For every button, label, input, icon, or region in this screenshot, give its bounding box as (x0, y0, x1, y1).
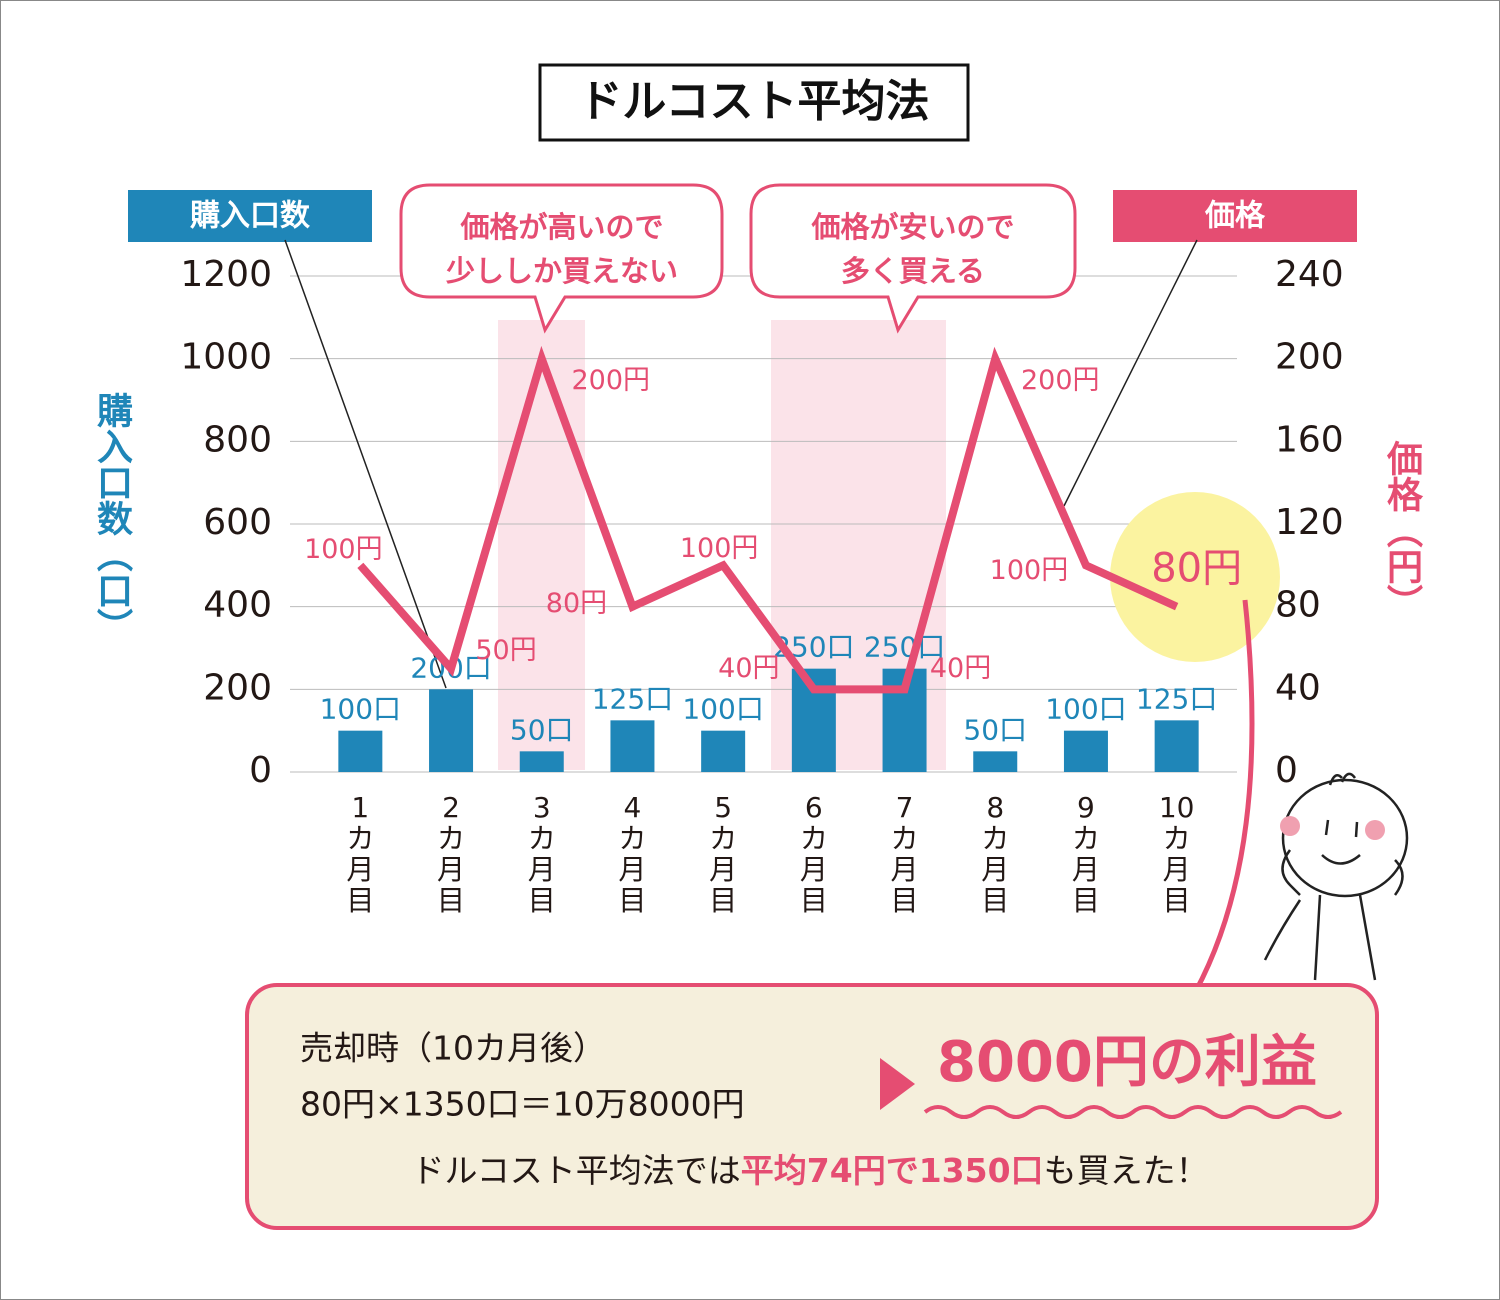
y-tick-label: 1000 (180, 337, 272, 378)
x-tick-label: 6カ月目 (799, 791, 828, 917)
line-value-label: 100円 (680, 533, 759, 564)
price-line (357, 345, 1179, 694)
bar (1063, 730, 1108, 772)
x-tick-label: 8カ月目 (981, 791, 1010, 917)
bar-value-label: 250口 (864, 631, 945, 664)
callout-text: 価格が安いので (810, 210, 1014, 244)
y-tick-label: 200 (203, 667, 272, 708)
x-tick-label: 9カ月目 (1071, 791, 1100, 917)
title-box (538, 63, 970, 142)
line-value-label: 40円 (930, 653, 991, 684)
y2-axis-label: 価格（円） (1381, 440, 1424, 620)
line-value-label: 80円 (1151, 546, 1242, 592)
line-value-label: 200円 (571, 365, 650, 396)
leader-line (284, 239, 447, 689)
line-value-label: 80円 (546, 588, 607, 619)
y2-tick-label: 200 (1275, 337, 1344, 378)
summary-text: ドルコスト平均法では平均74円で1350口も買えた！ (411, 1151, 1208, 1190)
x-tick-label: 2カ月目 (437, 791, 466, 917)
y-tick-label: 600 (203, 502, 272, 543)
legend-label: 価格 (1204, 199, 1266, 234)
legend-box (1113, 190, 1357, 242)
line-value-label: 100円 (990, 555, 1069, 586)
summary-emphasis: 平均74円で1350口 (741, 1151, 1044, 1190)
x-tick-label: 7カ月目 (890, 791, 919, 917)
bar (701, 730, 746, 772)
y-axis-label: 購入口数（口） (91, 392, 133, 644)
y2-tick-label: 0 (1275, 750, 1298, 791)
y2-tick-label: 120 (1275, 502, 1344, 543)
callout-text: 多く買える (841, 254, 985, 288)
bar-value-label: 50口 (510, 713, 574, 746)
y-tick-label: 400 (203, 585, 272, 626)
legend-label: 購入口数 (190, 199, 311, 234)
summary-result: 8000円の利益 (937, 1030, 1317, 1095)
chart-title: ドルコスト平均法 (578, 76, 929, 127)
bar (1154, 720, 1199, 772)
y2-tick-label: 40 (1275, 667, 1321, 708)
line-value-label: 50円 (475, 635, 536, 666)
cheek (1365, 820, 1385, 840)
y-tick-label: 0 (249, 750, 272, 791)
x-tick-label: 4カ月目 (618, 791, 647, 917)
callout-bubble (399, 183, 724, 334)
bar (973, 751, 1018, 772)
bar-value-label: 100口 (1045, 693, 1126, 726)
bar-value-label: 125口 (592, 682, 673, 715)
y2-tick-label: 240 (1275, 254, 1344, 295)
bar (338, 730, 383, 772)
x-tick-label: 10カ月目 (1158, 791, 1195, 917)
highlight-circle (1110, 492, 1280, 662)
x-tick-label: 3カ月目 (527, 791, 556, 917)
x-tick-label: 1カ月目 (346, 791, 375, 917)
bar-value-label: 100口 (682, 693, 763, 726)
legend-box (128, 190, 372, 242)
y2-tick-label: 160 (1275, 419, 1344, 460)
callout-text: 価格が高いので (459, 210, 663, 244)
arrow (1185, 599, 1255, 1007)
leader-line (1063, 239, 1198, 507)
bar (610, 720, 655, 772)
highlight-band (498, 320, 585, 770)
summary-part: ドルコスト平均法では (411, 1151, 740, 1190)
line-value-label: 100円 (304, 534, 383, 565)
summary-text: 売却時（10カ月後） (300, 1029, 606, 1068)
summary-box (245, 983, 1379, 1230)
summary-part: も買えた！ (1044, 1151, 1209, 1190)
pointer (880, 1058, 915, 1110)
wavy-underline (923, 1105, 1343, 1119)
y2-tick-label: 80 (1275, 585, 1321, 626)
callout-bubble (749, 183, 1077, 334)
callout-text: 少ししか買えない (446, 254, 678, 288)
x-tick-label: 5カ月目 (709, 791, 738, 917)
character (1263, 772, 1409, 981)
summary-text: 80円×1350口＝10万8000円 (300, 1085, 745, 1124)
cheek (1280, 816, 1300, 836)
bar-value-label: 125口 (1136, 682, 1217, 715)
bar (519, 751, 564, 772)
bar-value-label: 100口 (320, 693, 401, 726)
y-tick-label: 1200 (180, 254, 272, 295)
y-tick-label: 800 (203, 419, 272, 460)
bar-value-label: 50口 (963, 713, 1027, 746)
bar (429, 689, 474, 772)
line-value-label: 40円 (718, 653, 779, 684)
line-value-label: 200円 (1021, 365, 1100, 396)
